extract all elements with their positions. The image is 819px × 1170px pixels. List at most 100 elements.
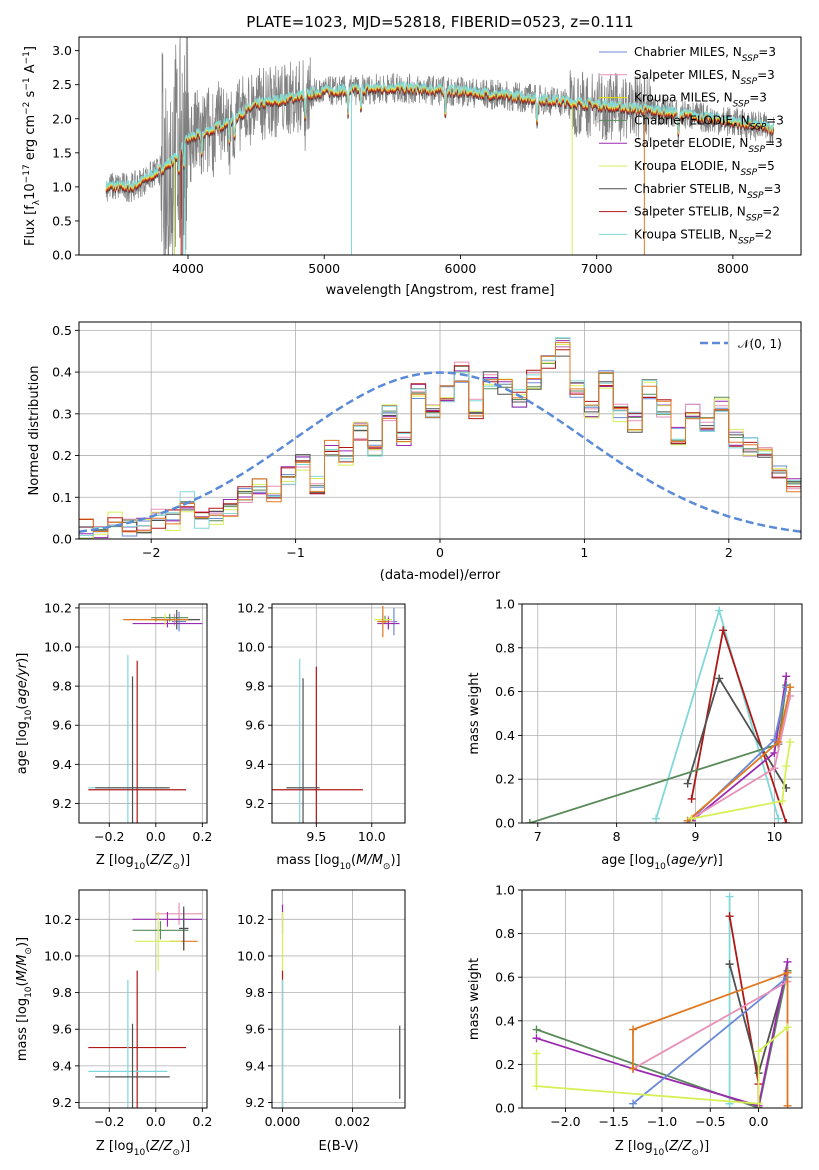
y-tick-label: 0.4 xyxy=(52,365,72,380)
histogram-salpeter-elodie xyxy=(79,340,801,539)
y-tick-label: 0.0 xyxy=(52,532,72,547)
series-line-chabrier-elodie xyxy=(536,970,789,1108)
series-line-salpeter-miles xyxy=(632,980,788,1070)
x-tick-label: 0.0 xyxy=(146,1114,166,1129)
age-vs-mass-ticks: 9.5 10.0 9.2 9.4 9.6 9.8 10.0 10.2 xyxy=(237,600,386,844)
series-marker xyxy=(783,1101,792,1108)
y-tick-label: 0.8 xyxy=(495,926,515,941)
mass-vs-EBV-frame xyxy=(271,889,406,1109)
mass-weight-vs-Z-y-label: mass weight xyxy=(467,958,482,1040)
legend-entry: Chabrier ELODIE, NSSP=3 xyxy=(634,113,784,132)
y-tick-label: 0.5 xyxy=(52,323,72,338)
x-tick-label: −1.0 xyxy=(647,1114,677,1129)
series-marker xyxy=(725,960,734,969)
spectrum-plot-area xyxy=(105,37,775,255)
mass-weight-vs-Z-ticks: −2.0 −1.5 −1.0 −0.5 0.0 0.0 0.2 0.4 0.6 0.8 1.0 xyxy=(495,883,768,1130)
series-line-chabrier-miles xyxy=(632,976,789,1105)
y-tick-label: 10.2 xyxy=(237,600,265,615)
mass-weight-vs-age-frame xyxy=(521,603,803,824)
spectrum-axes: 4000 5000 6000 7000 8000 0.0 0.5 1.0 1.5 2.0 2.5 3.… xyxy=(52,36,802,276)
y-tick-label: 0.4 xyxy=(495,728,515,743)
mass-weight-vs-Z-plot-area xyxy=(532,892,792,1108)
x-tick-label: 0.002 xyxy=(335,1114,371,1129)
y-tick-label: 0.0 xyxy=(495,1101,515,1116)
series-marker xyxy=(770,764,779,773)
series-marker xyxy=(783,957,792,966)
age-vs-Z-y-label: age [log10(age/yr)] xyxy=(15,653,34,775)
y-tick-label: 0.6 xyxy=(495,684,515,699)
y-tick-label: 10.0 xyxy=(237,948,265,963)
spectrum-frame xyxy=(78,36,802,256)
series-marker xyxy=(782,819,791,823)
y-tick-label: 0.2 xyxy=(495,772,515,787)
legend-entry: Chabrier MILES, NSSP=3 xyxy=(634,45,776,64)
mass-vs-Z-plot-area xyxy=(88,902,203,1108)
y-tick-label: 9.4 xyxy=(245,757,265,772)
mass-weight-vs-age-x-label: age [log10(age/yr)] xyxy=(601,853,723,872)
legend-entry: 𝒩(0, 1) xyxy=(738,337,782,351)
x-tick-label: 0.0 xyxy=(749,1114,769,1129)
y-tick-label: 9.2 xyxy=(245,796,265,811)
y-tick-label: 10.0 xyxy=(44,948,72,963)
series-marker xyxy=(715,606,724,615)
mass-vs-EBV-x-label: E(B-V) xyxy=(318,1139,358,1154)
mass-weight-vs-Z-x-label: Z [log10(Z/Z⊙)] xyxy=(615,1139,709,1158)
y-tick-label: 9.2 xyxy=(52,1095,72,1110)
y-tick-label: 9.2 xyxy=(52,796,72,811)
histogram-chabrier-elodie xyxy=(79,337,801,539)
y-tick-label: 9.8 xyxy=(52,985,72,1000)
x-tick-label: 0 xyxy=(436,545,444,560)
mass-vs-EBV-ticks: 0.000 0.002 9.2 9.4 9.6 9.8 10.0 10.2 xyxy=(237,912,370,1129)
series-marker xyxy=(687,814,696,823)
spectrum-title: PLATE=1023, MJD=52818, FIBERID=0523, z=0… xyxy=(246,13,633,31)
series-marker xyxy=(715,674,724,683)
age-vs-mass-frame xyxy=(271,603,406,824)
mass-weight-vs-Z-frame xyxy=(521,889,803,1109)
series-marker xyxy=(782,672,791,681)
age-vs-mass-plot-area xyxy=(272,605,400,823)
series-marker xyxy=(725,912,734,921)
y-tick-label: 9.8 xyxy=(245,985,265,1000)
y-tick-label: 9.4 xyxy=(52,1058,72,1073)
x-tick-label: −0.2 xyxy=(94,1114,124,1129)
y-tick-label: 0.8 xyxy=(495,640,515,655)
series-marker xyxy=(532,1082,541,1091)
series-line-kroupa-elodie xyxy=(691,741,792,820)
legend-entry: Kroupa MILES, NSSP=3 xyxy=(634,91,767,110)
y-tick-label: 9.2 xyxy=(245,1095,265,1110)
y-tick-label: 10.0 xyxy=(237,640,265,655)
y-tick-label: 0.2 xyxy=(495,1057,515,1072)
series-marker xyxy=(652,814,661,823)
spectrum-ticks: 4000 5000 6000 7000 8000 0.0 0.5 1.0 1.5 2.0 2.5 3.… xyxy=(52,43,749,276)
x-tick-label: 9.5 xyxy=(306,829,326,844)
y-tick-label: 10.0 xyxy=(44,640,72,655)
age-vs-Z-x-label: Z [log10(Z/Z⊙)] xyxy=(96,853,190,872)
x-tick-label: −1.5 xyxy=(599,1114,629,1129)
x-tick-label: 10.0 xyxy=(358,829,386,844)
mass-weight-vs-Z-axes: −2.0 −1.5 −1.0 −0.5 0.0 0.0 0.2 0.4 0.6 0.8 1.0 xyxy=(495,883,803,1130)
mass-weight-vs-age-y-label: mass weight xyxy=(467,672,482,754)
x-tick-label: 0.2 xyxy=(192,1114,212,1129)
x-tick-label: 2 xyxy=(725,545,733,560)
mass-vs-Z-ticks: −0.2 0.0 0.2 9.2 9.4 9.6 9.8 10.0 10.2 xyxy=(44,912,212,1129)
y-tick-label: 9.6 xyxy=(245,1022,265,1037)
x-tick-label: −2 xyxy=(142,545,160,560)
legend-entry: Kroupa ELODIE, NSSP=5 xyxy=(634,159,775,178)
series-line-chabrier-stelib xyxy=(686,676,787,789)
legend-entry: Salpeter ELODIE, NSSP=3 xyxy=(634,136,783,155)
residuals-x-label: (data-model)/error xyxy=(380,568,501,583)
y-tick-label: 10.2 xyxy=(44,912,72,927)
y-tick-label: 10.2 xyxy=(44,600,72,615)
mass-vs-EBV-axes: 0.000 0.002 9.2 9.4 9.6 9.8 10.0 10.2 xyxy=(237,889,406,1129)
series-marker xyxy=(782,762,791,771)
residuals-axes: −2 −1 0 1 2 0.0 0.1 0.2 0.3 0.4 0.5 xyxy=(52,321,802,560)
y-tick-label: 0.0 xyxy=(52,248,72,263)
series-marker xyxy=(532,1034,541,1043)
y-tick-label: 0.1 xyxy=(52,490,72,505)
spectrum-model-kroupa-stelib xyxy=(105,80,775,189)
x-tick-label: 0.2 xyxy=(192,829,212,844)
histogram-salpeter-stelib xyxy=(79,349,801,532)
y-tick-label: 9.4 xyxy=(245,1058,265,1073)
x-tick-label: 1 xyxy=(580,545,588,560)
spectrum-x-label: wavelength [Angstrom, rest frame] xyxy=(326,283,555,298)
